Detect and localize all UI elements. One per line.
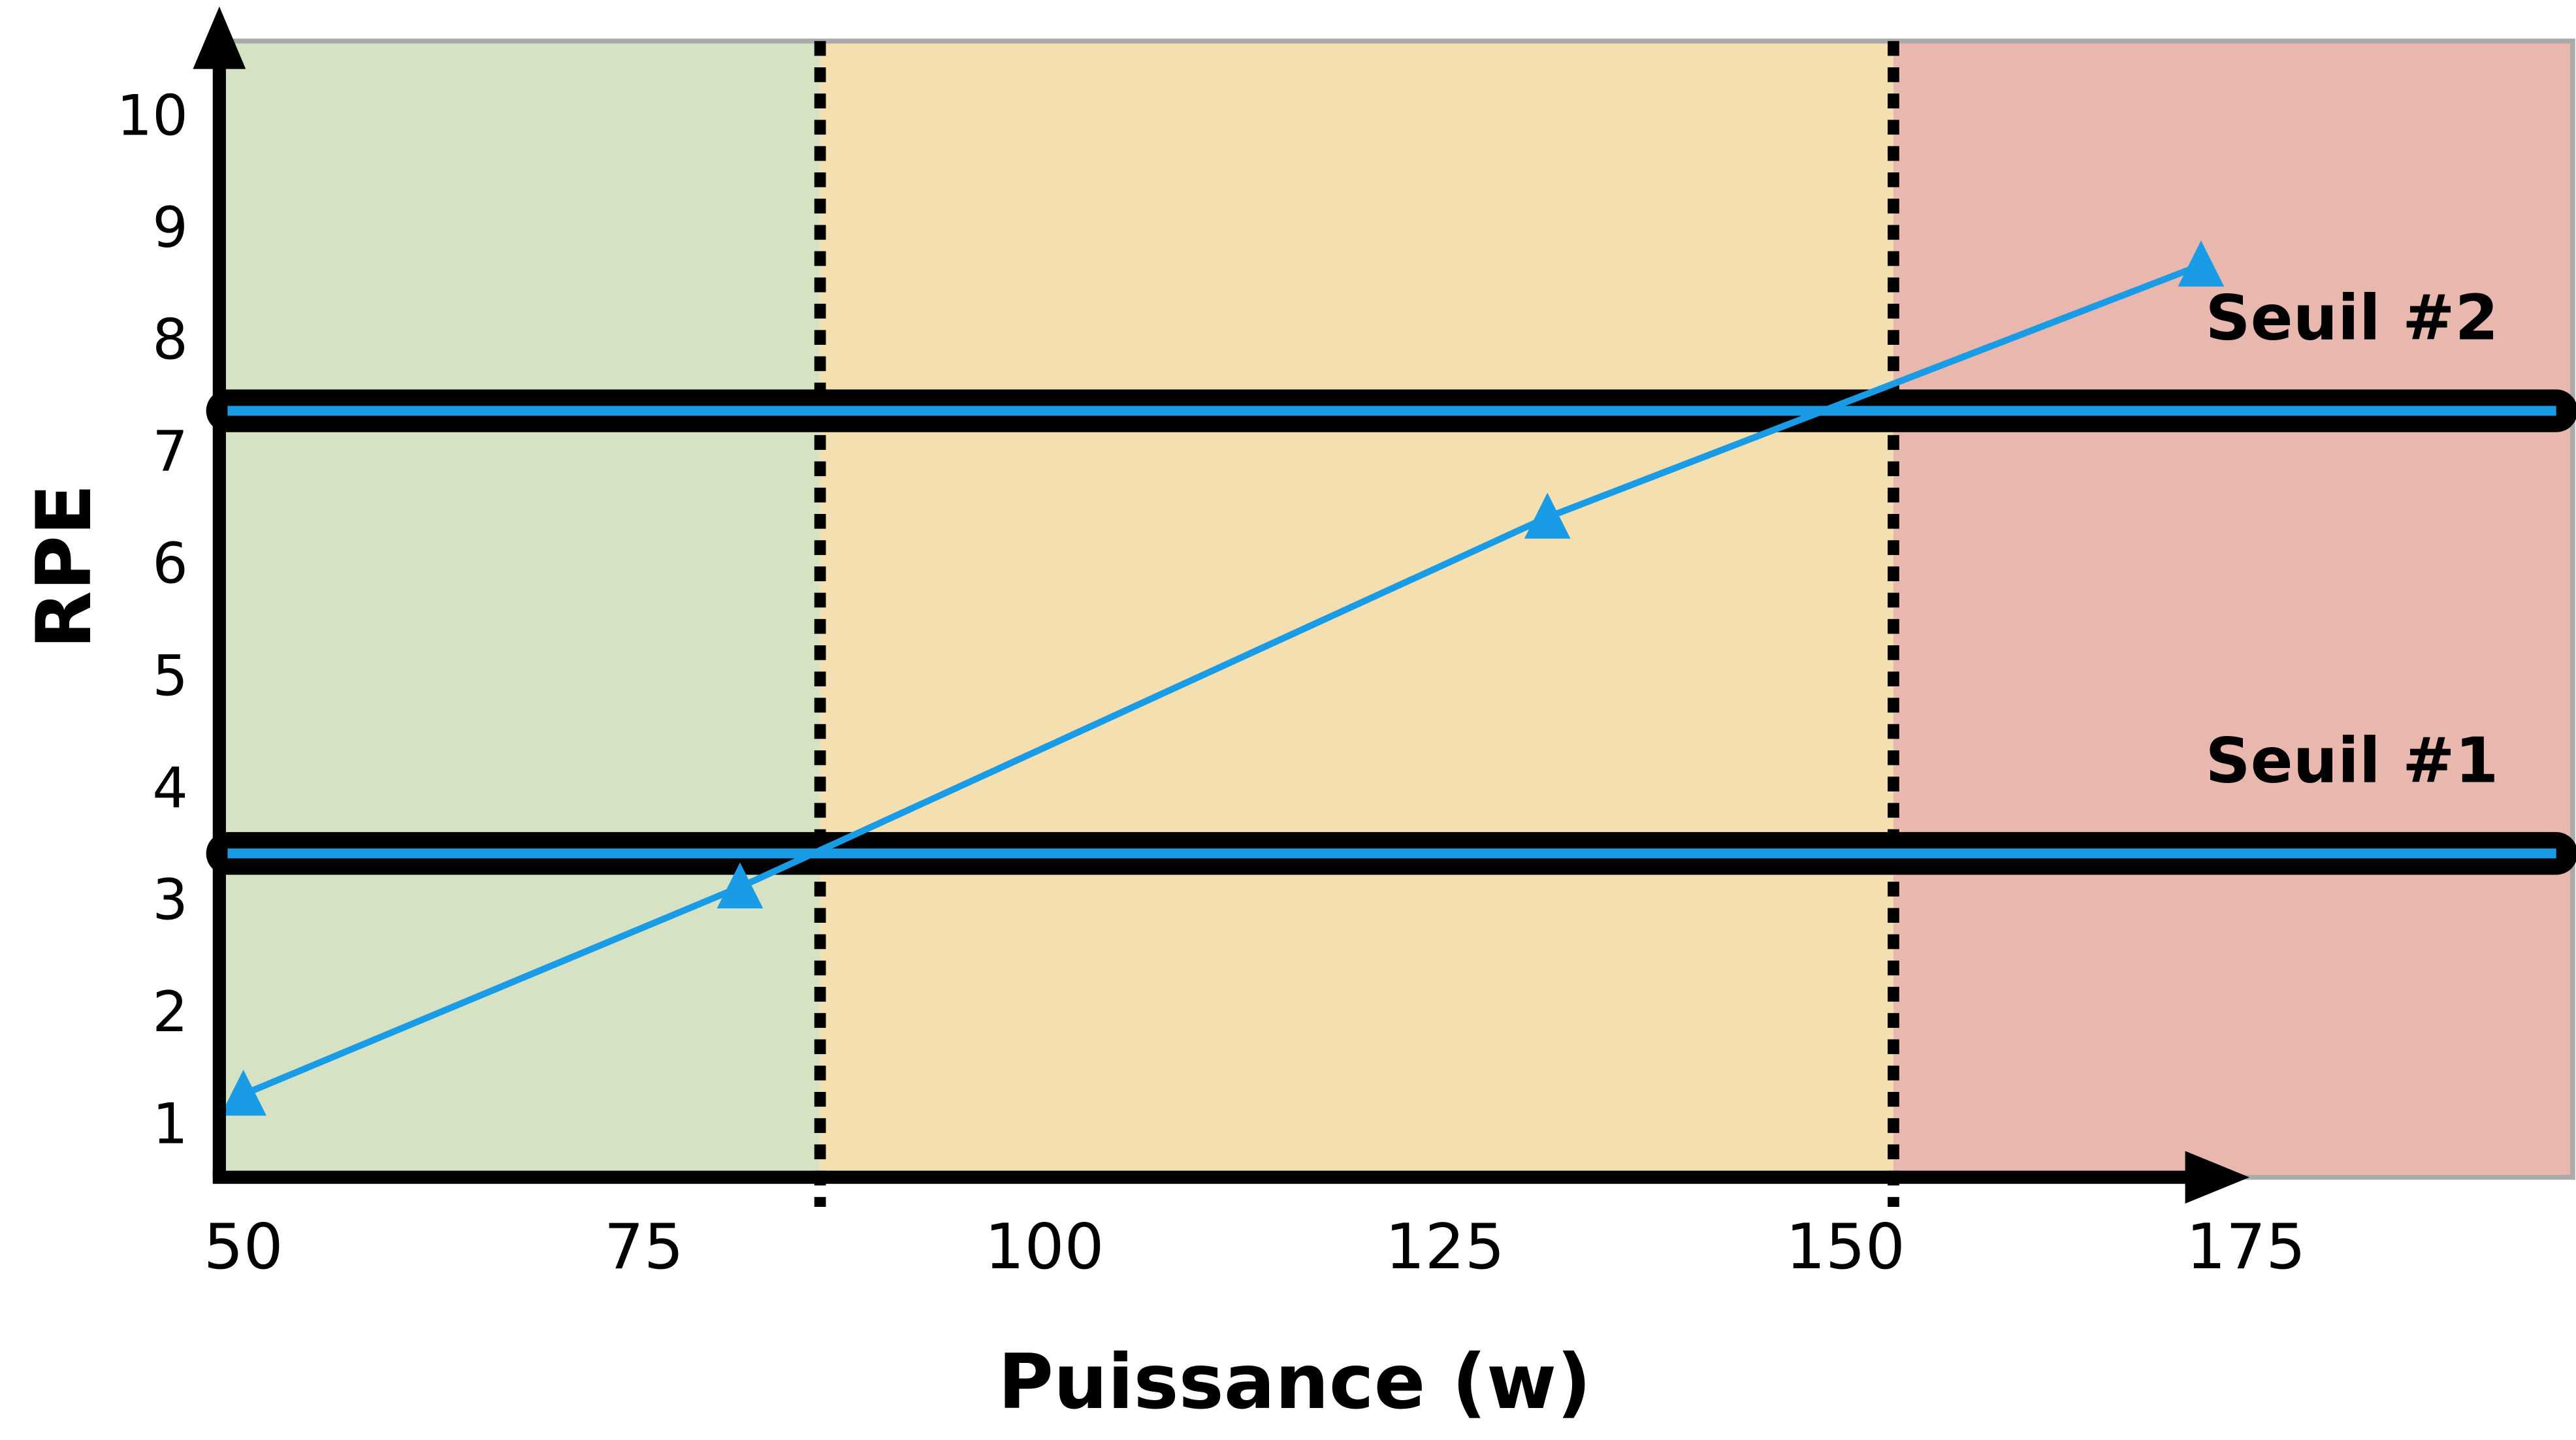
x-tick-label: 75 (604, 1210, 684, 1283)
point-marker (220, 1070, 266, 1116)
y-tick-label: 7 (152, 419, 188, 485)
y-axis-arrow (193, 7, 246, 69)
y-tick-label: 8 (152, 308, 188, 373)
y-tick-label: 6 (152, 532, 188, 597)
marks: Seuil #1 Seuil #2 (206, 240, 2576, 1116)
x-tick-label: 175 (2186, 1210, 2306, 1283)
zone (820, 40, 1893, 1177)
x-axis-title: Puissance (w) (998, 1338, 1591, 1426)
y-tick-label: 9 (152, 195, 188, 261)
zones (217, 39, 2575, 1207)
zone (219, 40, 820, 1177)
point-marker (1524, 492, 1571, 539)
y-tick-label: 3 (152, 868, 188, 933)
threshold-label: Seuil #2 (2206, 281, 2499, 355)
y-tick-label: 5 (152, 643, 188, 709)
y-tick-label: 10 (117, 84, 188, 149)
y-tick-label: 2 (152, 980, 188, 1045)
zone (1893, 40, 2573, 1177)
point-marker (716, 862, 764, 909)
y-axis-title: RPE (20, 484, 108, 649)
threshold-label: Seuil #1 (2206, 724, 2499, 797)
y-tick-label: 4 (152, 756, 188, 821)
x-axis-arrow (2185, 1151, 2250, 1204)
point-marker (2178, 240, 2225, 287)
series-line (242, 262, 2202, 1098)
x-tick-label: 125 (1385, 1210, 1505, 1283)
x-tick-label: 50 (204, 1210, 283, 1283)
y-tick-label: 1 (152, 1092, 188, 1157)
x-tick-label: 150 (1786, 1210, 1905, 1283)
x-tick-label: 100 (984, 1210, 1104, 1283)
